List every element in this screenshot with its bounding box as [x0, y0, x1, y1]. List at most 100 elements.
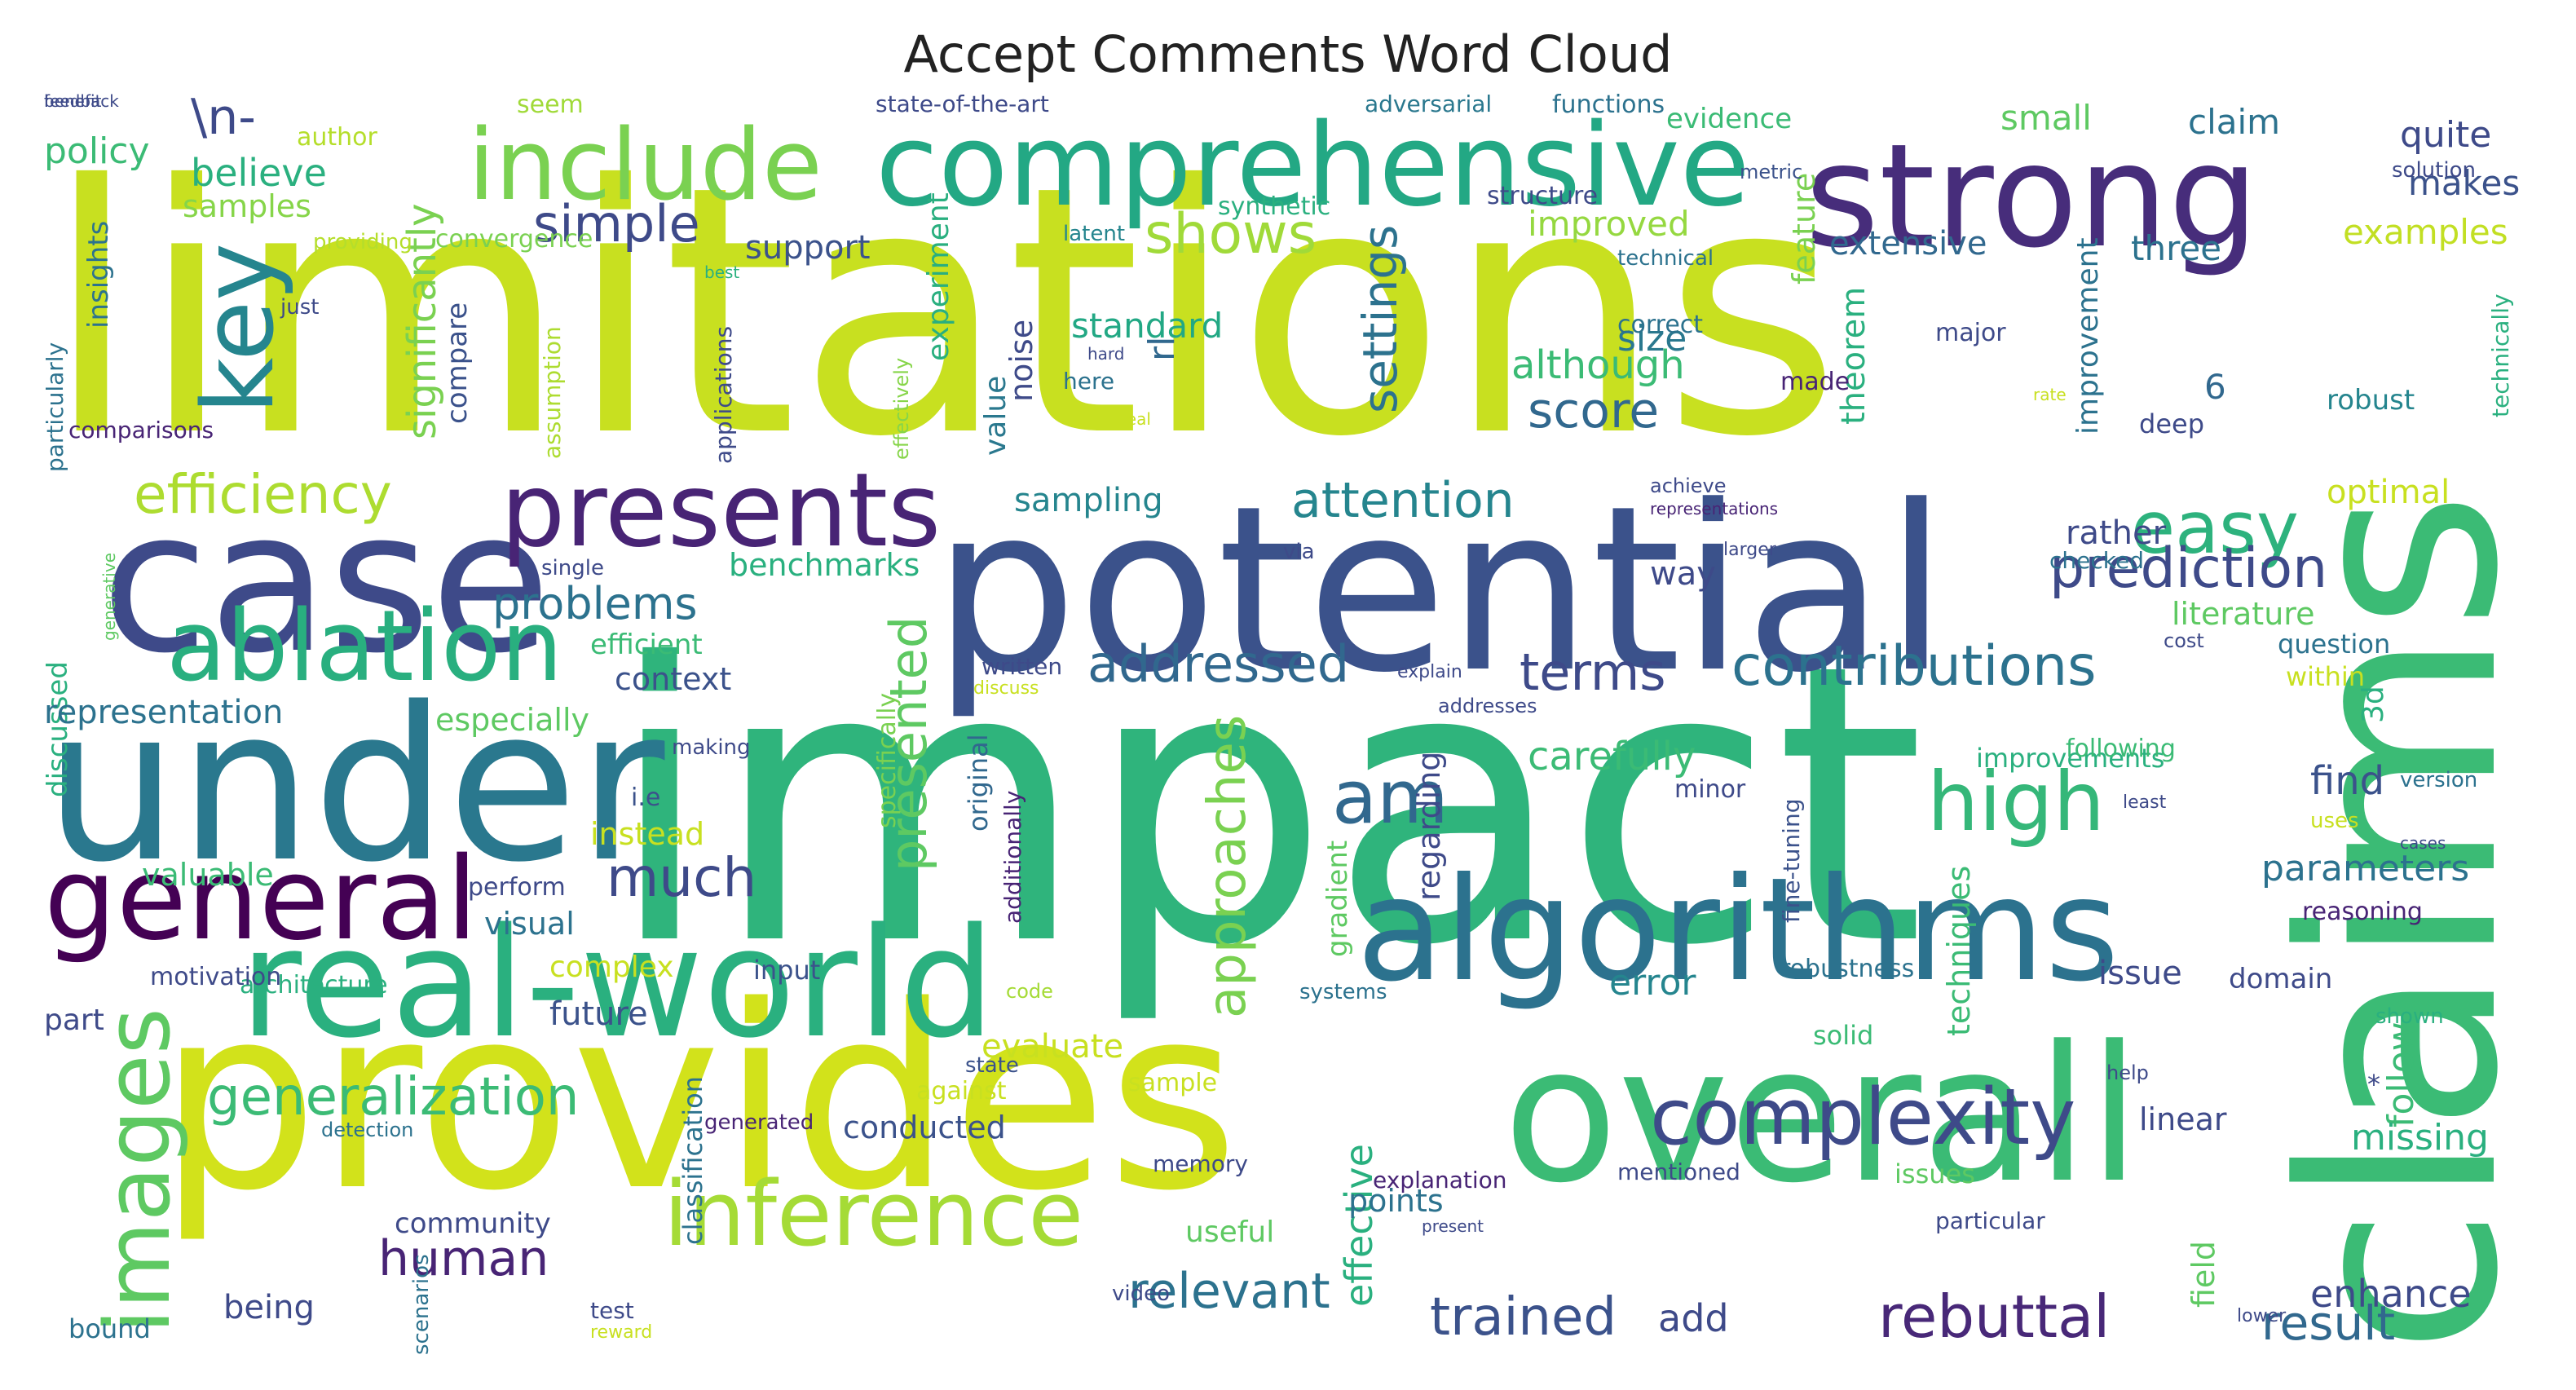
word-133-version: version	[2400, 768, 2478, 792]
word-120-context: context	[615, 661, 732, 697]
word-136-cases: cases	[2400, 833, 2446, 853]
word-68-compare: compare	[441, 302, 474, 425]
word-128-carefully: carefully	[1528, 734, 1696, 779]
word-165-solid: solid	[1813, 1020, 1874, 1051]
word-151-complex: complex	[549, 951, 674, 984]
word-118-single: single	[541, 556, 604, 580]
word-157-systems: systems	[1299, 980, 1387, 1004]
word-158-evaluate: evaluate	[981, 1028, 1124, 1066]
word-144-additionally: additionally	[999, 791, 1026, 924]
word-53-extensive: extensive	[1829, 225, 1987, 263]
word-38-much: much	[607, 846, 757, 909]
word-105-rather: rather	[2066, 514, 2167, 552]
word-187-present: present	[1422, 1216, 1484, 1236]
word-33-shows: shows	[1145, 202, 1317, 267]
word-cloud: limitations impact potential provides overal…	[44, 93, 2535, 1355]
word-126-addresses: addresses	[1438, 695, 1537, 717]
word-198-feedback: feedback	[44, 93, 119, 111]
word-30-rebuttal: rebuttal	[1878, 1282, 2111, 1351]
word-31-settings: settings	[1352, 225, 1408, 414]
word-109-within: within	[2286, 661, 2366, 692]
word-170-against: against	[916, 1077, 1007, 1105]
word-100-real: real	[1120, 409, 1151, 429]
word-41-trained: trained	[1430, 1287, 1617, 1348]
word-96-effectively: effectively	[890, 358, 913, 461]
word-81-6: 6	[2204, 367, 2226, 407]
word-32-simple: simple	[533, 194, 700, 254]
word-94-assumption: assumption	[539, 326, 566, 459]
word-11-real-world: real-world	[240, 895, 995, 1071]
word-174-sample: sample	[1128, 1069, 1218, 1097]
word-194-reward: reward	[590, 1322, 653, 1343]
word-49-standard: standard	[1071, 306, 1224, 346]
word-98-hard: hard	[1087, 344, 1125, 364]
word-83-made: made	[1780, 368, 1850, 396]
word-4-overall: overall	[1503, 1007, 2141, 1225]
word-111-3d: 3d	[2357, 686, 2390, 723]
word-145-gradient: gradient	[1321, 841, 1354, 958]
word-125-explain: explain	[1397, 662, 1462, 682]
word-193-test: test	[590, 1297, 634, 1324]
word-10-case: case	[101, 468, 551, 696]
word-130-improvements: improvements	[1976, 743, 2165, 774]
word-148-techniques: techniques	[1941, 866, 1977, 1037]
word-163-shown: shown	[2375, 1004, 2444, 1029]
word-19-complexity: complexity	[1650, 1073, 2076, 1163]
word-173-state: state	[965, 1053, 1019, 1078]
word-84-correct: correct	[1617, 311, 1704, 339]
word-47-samples: samples	[183, 188, 311, 224]
word-177-points: points	[1348, 1183, 1444, 1219]
word-0-limitations: limitations	[44, 113, 1842, 512]
word-155-future: future	[549, 995, 648, 1033]
word-9-under: under	[44, 663, 665, 909]
word-64-seem: seem	[517, 93, 584, 119]
word-186-useful: useful	[1185, 1216, 1275, 1249]
word-107-literature: literature	[2172, 596, 2315, 632]
word-185-scenarios: scenarios	[409, 1254, 434, 1355]
word-7-strong: strong	[1805, 114, 2259, 280]
word-197-lower: lower	[2237, 1306, 2287, 1326]
word-80-optimal: optimal	[2327, 474, 2450, 511]
word-36-terms: terms	[1520, 642, 1666, 702]
word-119-efficient: efficient	[590, 629, 703, 661]
word-103-benchmarks: benchmarks	[729, 547, 920, 583]
word-44-policy: policy	[44, 130, 150, 172]
word-89-latent: latent	[1063, 222, 1126, 246]
word-15-ablation: ablation	[166, 590, 563, 704]
word-137-i-e: i.e	[631, 783, 661, 812]
word-123-written: written	[981, 653, 1063, 680]
word-117-generative: generative	[99, 553, 119, 641]
word-63-state-of-the-art: state-of-the-art	[876, 93, 1049, 117]
word-149-parameters: parameters	[2261, 848, 2470, 889]
word-22-efficiency: efficiency	[134, 463, 392, 526]
word-108-question: question	[2278, 629, 2391, 660]
word-150-reasoning: reasoning	[2302, 898, 2423, 926]
word-45-n: \n-	[191, 93, 256, 146]
word-82-major: major	[1935, 319, 2006, 347]
word-138-instead: instead	[590, 816, 705, 852]
word-179-missing: missing	[2351, 1117, 2489, 1158]
word-75-theorem: theorem	[1835, 287, 1872, 426]
word-195-video: video	[1112, 1282, 1171, 1306]
word-171-generated: generated	[704, 1110, 814, 1135]
word-131-following: following	[2066, 735, 2176, 763]
word-143-specifically: specifically	[873, 693, 902, 829]
word-37-problems: problems	[492, 578, 698, 629]
word-70-experiment: experiment	[922, 192, 955, 361]
word-18-inference: inference	[664, 1162, 1084, 1266]
word-77-technically: technically	[2487, 293, 2514, 417]
word-167-: *	[2367, 1069, 2380, 1100]
word-88-solution: solution	[2392, 158, 2476, 183]
word-14-general: general	[44, 833, 479, 966]
word-178-linear: linear	[2139, 1101, 2227, 1137]
word-182-explanation: explanation	[1373, 1167, 1507, 1194]
word-141-visual: visual	[484, 906, 575, 942]
word-134-least: least	[2123, 792, 2167, 813]
word-160-robustness: robustness	[1780, 955, 1915, 983]
word-51-size: size	[1617, 318, 1687, 360]
word-180-mentioned: mentioned	[1617, 1158, 1740, 1185]
word-114-larger: larger	[1723, 540, 1776, 560]
word-74-feature: feature	[1786, 173, 1822, 285]
word-12-include: include	[468, 109, 823, 223]
